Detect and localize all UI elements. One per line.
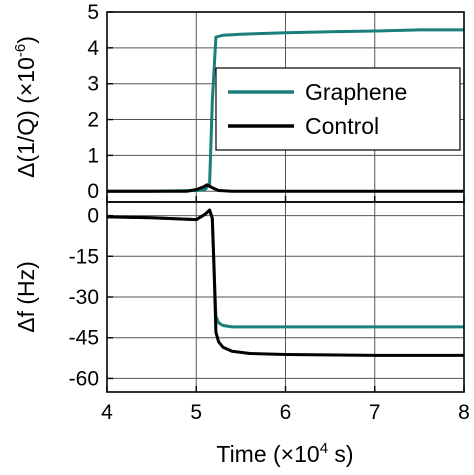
- x-tick-label: 7: [369, 401, 381, 424]
- legend-label-control: Control: [305, 113, 379, 139]
- x-axis-title-main: Time (×10: [216, 441, 319, 467]
- x-tick-label: 4: [101, 401, 113, 424]
- series-line-control: [107, 183, 464, 193]
- legend-label-graphene: Graphene: [305, 79, 407, 105]
- x-tick-label: 6: [280, 401, 292, 424]
- top-y-axis-title-exponent: -6: [12, 44, 29, 57]
- y-tick-label: 5: [87, 1, 99, 24]
- legend-box: [215, 67, 461, 151]
- top-ticks: 0 1 2 3 4 5: [87, 1, 465, 203]
- x-axis-title-close: s): [328, 441, 354, 467]
- y-tick-label: 0: [87, 180, 99, 203]
- y-tick-label: -15: [69, 245, 99, 268]
- y-tick-label: 1: [87, 144, 99, 167]
- y-tick-label: 0: [87, 205, 99, 228]
- y-tick-label: -60: [69, 367, 99, 390]
- top-y-axis-title: Δ(1/Q) (×10-6): [12, 36, 39, 178]
- series-line-control: [106, 208, 464, 357]
- y-tick-label: -45: [69, 327, 99, 350]
- bottom-y-axis-title: Δf (Hz): [13, 261, 39, 333]
- y-tick-label: 2: [87, 109, 99, 132]
- x-tick-label: 8: [458, 401, 470, 424]
- x-tick-label: 5: [190, 401, 202, 424]
- x-axis-title-exponent: 4: [320, 440, 328, 457]
- y-tick-label: -30: [69, 286, 99, 309]
- top-y-axis-title-main: Δ(1/Q) (×10: [13, 57, 39, 178]
- bottom-series: [106, 208, 464, 357]
- y-tick-label: 4: [87, 37, 99, 60]
- top-series: [107, 28, 464, 193]
- y-tick-label: 3: [87, 73, 99, 96]
- legend: Graphene Control: [215, 67, 461, 151]
- x-axis-title: Time (×104 s): [216, 440, 353, 467]
- bottom-panel: 4 5 6 7 8 0 -15 -30 -45 -60: [69, 201, 470, 424]
- bottom-ticks: 4 5 6 7 8 0 -15 -30 -45 -60: [69, 205, 470, 424]
- bottom-grid: [107, 202, 464, 392]
- top-y-axis-title-close: ): [13, 36, 39, 44]
